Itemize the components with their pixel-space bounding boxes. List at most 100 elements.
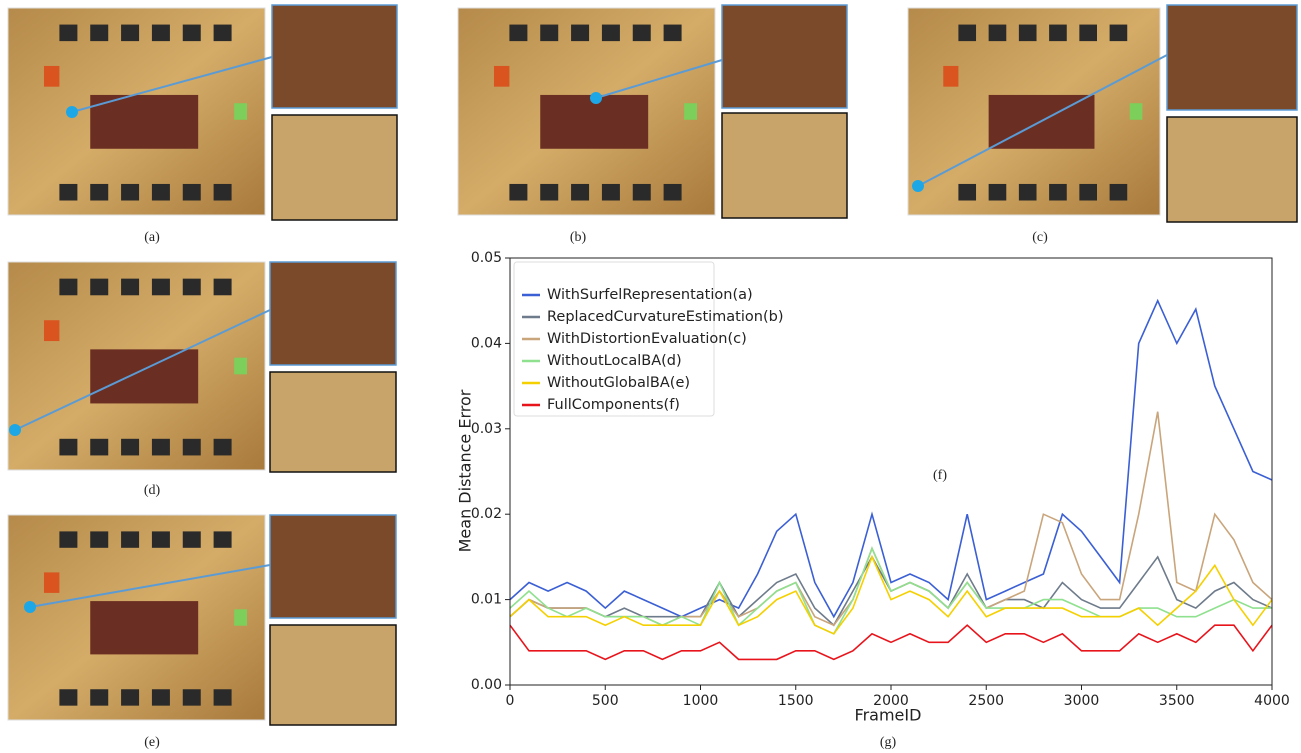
chair — [943, 65, 959, 87]
chair — [540, 183, 559, 201]
chair — [493, 65, 510, 87]
x-tick-label: 0 — [506, 693, 515, 709]
x-tick-label: 3000 — [1064, 693, 1100, 709]
chair — [234, 357, 248, 375]
y-tick-label: 0.00 — [471, 677, 502, 693]
chair — [213, 278, 232, 296]
chair — [1018, 24, 1037, 42]
inset-label: (f) — [933, 468, 947, 483]
zoom-inset — [271, 4, 398, 109]
x-tick-label: 2000 — [873, 693, 909, 709]
chair — [1049, 24, 1067, 42]
zoom-inset — [271, 114, 398, 221]
chair — [182, 278, 201, 296]
legend-label: WithoutGlobalBA(e) — [547, 375, 690, 391]
chair — [182, 183, 201, 201]
legend-label: WithSurfelRepresentation(a) — [547, 287, 753, 303]
table — [90, 601, 199, 655]
chair — [1049, 183, 1067, 201]
x-tick-label: 500 — [592, 693, 619, 709]
chair — [90, 278, 109, 296]
zoom-inset — [721, 4, 848, 109]
zoom-inset — [1166, 116, 1298, 223]
chair — [213, 438, 232, 456]
table — [540, 94, 649, 149]
chair — [1109, 183, 1128, 201]
chair — [90, 531, 109, 548]
zoom-inset — [269, 624, 397, 726]
chair — [182, 689, 201, 706]
panel-caption: (e) — [144, 735, 160, 750]
chair — [958, 183, 977, 201]
y-tick-label: 0.02 — [471, 506, 502, 522]
chair — [213, 531, 232, 548]
chair — [601, 183, 620, 201]
chair — [1079, 183, 1097, 201]
chair — [151, 183, 170, 201]
chair — [121, 24, 140, 42]
series-line — [509, 554, 1273, 635]
marker-dot — [66, 106, 78, 118]
chair — [684, 103, 698, 120]
chair — [151, 531, 170, 548]
panel-caption: (g) — [880, 735, 897, 750]
series-line — [509, 624, 1273, 661]
chair — [213, 183, 232, 201]
chair — [988, 24, 1007, 42]
chair — [43, 320, 60, 342]
chair — [59, 689, 78, 706]
chair — [151, 438, 170, 456]
table — [90, 94, 199, 149]
legend-box — [513, 261, 715, 417]
chair — [632, 24, 651, 42]
y-tick-label: 0.03 — [471, 421, 502, 437]
chair — [663, 24, 682, 42]
x-tick-label: 2500 — [968, 693, 1004, 709]
chair — [1018, 183, 1037, 201]
chair — [958, 24, 977, 42]
marker-dot — [24, 601, 36, 613]
chair — [632, 183, 651, 201]
chair — [59, 438, 78, 456]
chair — [151, 278, 170, 296]
chair — [509, 24, 528, 42]
panel-caption: (c) — [1032, 230, 1048, 245]
panel-caption: (d) — [144, 483, 161, 498]
chair — [540, 24, 559, 42]
x-tick-label: 1000 — [683, 693, 719, 709]
y-tick-label: 0.01 — [471, 592, 502, 608]
axes-frame — [509, 257, 1273, 686]
pointer-arrow — [14, 309, 271, 431]
chair — [59, 531, 78, 548]
chair — [59, 278, 78, 296]
x-tick-label: 4000 — [1254, 693, 1290, 709]
panel-caption: (a) — [144, 230, 160, 245]
marker-dot — [590, 92, 602, 104]
table — [90, 349, 199, 404]
y-tick-label: 0.04 — [471, 335, 502, 351]
photo-panels — [7, 4, 1298, 726]
chair — [234, 103, 248, 120]
chair — [90, 183, 109, 201]
pointer-arrow — [29, 564, 271, 608]
marker-dot — [9, 424, 21, 436]
pointer-arrow — [71, 56, 273, 113]
chair — [234, 609, 248, 626]
chair — [571, 24, 590, 42]
chair — [182, 531, 201, 548]
x-tick-label: 3500 — [1159, 693, 1195, 709]
pointer-arrow — [917, 54, 1168, 187]
legend-label: WithoutLocalBA(d) — [547, 353, 682, 369]
chair — [121, 531, 140, 548]
series-line — [509, 298, 1273, 619]
chair — [213, 689, 232, 706]
chair — [90, 438, 109, 456]
zoom-inset — [1166, 4, 1298, 111]
panel-caption: (b) — [570, 230, 587, 245]
chair — [1109, 24, 1128, 42]
chair — [90, 689, 109, 706]
chair — [121, 278, 140, 296]
chair — [571, 183, 590, 201]
x-tick-label: 1500 — [778, 693, 814, 709]
